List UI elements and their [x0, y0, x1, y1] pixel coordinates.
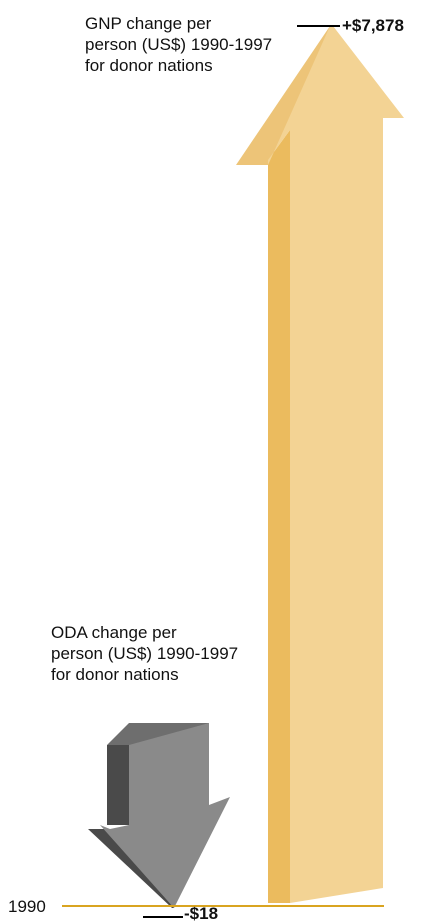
gnp-label-line-3: for donor nations — [85, 56, 213, 75]
oda-arrow-head-side — [88, 829, 174, 908]
oda-label-line-3: for donor nations — [51, 665, 179, 684]
gnp-label: GNP change per person (US$) 1990-1997 fo… — [85, 13, 272, 76]
gnp-arrow-head-side — [236, 26, 333, 165]
gnp-value-label: +$7,878 — [342, 16, 404, 35]
oda-arrow — [88, 723, 230, 908]
oda-value-label: -$18 — [184, 904, 219, 923]
gnp-arrow — [236, 26, 404, 903]
oda-label: ODA change per person (US$) 1990-1997 fo… — [51, 622, 238, 685]
oda-arrow-shaft-side — [107, 745, 129, 825]
gnp-arrow-shaft-front — [290, 130, 383, 903]
gnp-label-line-2: person (US$) 1990-1997 — [85, 35, 273, 54]
oda-arrow-front — [100, 723, 230, 908]
baseline-year-label: 1990 — [8, 897, 46, 916]
oda-label-line-1: ODA change per — [51, 623, 177, 642]
oda-label-line-2: person (US$) 1990-1997 — [51, 644, 239, 663]
gnp-arrow-shaft-side — [268, 130, 290, 903]
gnp-arrow-head-front — [268, 26, 404, 165]
gnp-label-line-1: GNP change per — [85, 14, 212, 33]
